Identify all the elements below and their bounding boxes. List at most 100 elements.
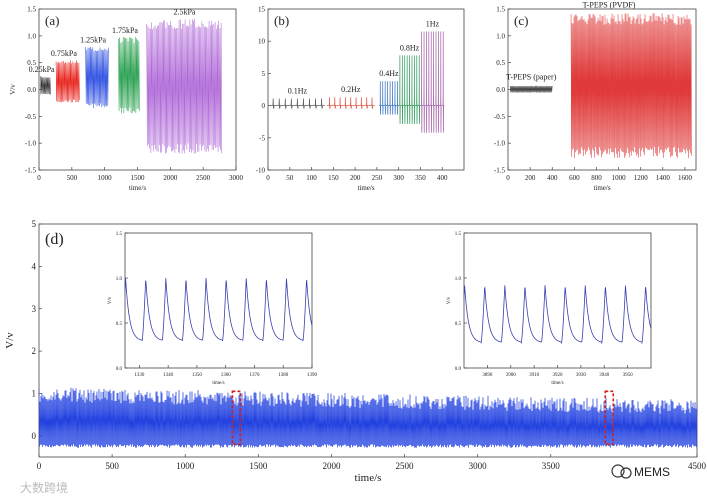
y-tick-label: -1.5 — [494, 166, 506, 174]
series-band-2 — [85, 46, 109, 109]
x-tick-label: 150 — [328, 174, 339, 182]
y-tick-label: 1.0 — [116, 277, 123, 282]
y-axis-label: V/v — [447, 296, 452, 304]
x-axis-label: time/s — [593, 184, 610, 192]
wechat-icon — [611, 464, 625, 478]
y-tick-label: 0.0 — [496, 86, 505, 94]
series-label: 0.2Hz — [341, 85, 361, 94]
y-tick-label: -0.5 — [494, 113, 506, 121]
x-tick-label: 200 — [525, 174, 536, 182]
series-label: 0.75kPa — [51, 49, 77, 58]
x-tick-label: 1330 — [134, 373, 145, 378]
y-axis-label: V/v — [4, 332, 16, 349]
y-tick-label: 0.5 — [27, 59, 36, 67]
x-tick-label: 250 — [372, 174, 383, 182]
plot-frame — [124, 232, 313, 369]
series-label: T-PEPS (paper) — [506, 73, 556, 82]
series-line-0 — [270, 98, 325, 110]
x-tick-label: 1360 — [221, 373, 232, 378]
x-tick-label: 1350 — [192, 373, 203, 378]
y-tick-label: 0.0 — [116, 367, 123, 372]
x-tick-label: 3000 — [469, 461, 488, 471]
x-axis-label: time/s — [129, 184, 146, 192]
x-tick-label: 3900 — [506, 373, 517, 378]
x-tick-label: 1370 — [249, 373, 260, 378]
y-tick-label: 10 — [258, 38, 266, 46]
y-tick-label: 0 — [262, 102, 266, 110]
series-band — [38, 387, 698, 448]
x-tick-label: 2000 — [163, 174, 178, 182]
y-tick-label: 0 — [32, 431, 37, 441]
x-tick-label: 600 — [569, 174, 580, 182]
series-band-0 — [40, 76, 51, 95]
y-tick-label: 1.0 — [496, 32, 505, 40]
watermarks: 大数跨境 MEMS — [20, 464, 670, 495]
x-tick-label: 0 — [37, 461, 42, 471]
x-tick-label: 1500 — [249, 461, 268, 471]
wechat-icon-2 — [620, 467, 632, 479]
panel-a: 0 500 1000 1500 2000 2500 3000 -1.5 -1.0 -0.5 0.0 0… — [9, 5, 244, 192]
x-tick-label: 1400 — [656, 174, 671, 182]
y-tick-label: -0.5 — [25, 113, 37, 121]
series-line-3 — [398, 55, 421, 125]
x-tick-label: 1340 — [163, 373, 174, 378]
series-line-1 — [326, 97, 375, 109]
y-tick-label: 5 — [32, 219, 37, 229]
x-tick-label: 3000 — [229, 174, 244, 182]
panel-d: 0 500 1000 1500 2000 2500 3000 3500 4500 0 1 2 3 4 5 ti… — [4, 219, 707, 484]
series-label: 0.8Hz — [400, 43, 420, 52]
inset-line — [124, 277, 313, 342]
x-axis-label: time/s — [212, 381, 224, 386]
y-tick-label: -1.0 — [25, 140, 37, 148]
panel-label: (a) — [45, 13, 59, 28]
x-tick-label: 1200 — [634, 174, 649, 182]
y-tick-label: 1.5 — [27, 5, 36, 13]
y-tick-label: 1.5 — [455, 232, 462, 237]
x-tick-label: 1000 — [98, 174, 113, 182]
y-tick-label: 0.5 — [496, 59, 505, 67]
y-tick-label: 0.5 — [116, 322, 123, 327]
series-label: T-PEPS (PVDF) — [583, 0, 636, 9]
panel-c: 0 200 400 600 800 1000 1200 1400 1600 -1.5 -1.0 -0.… — [494, 0, 697, 192]
x-tick-label: 50 — [286, 174, 294, 182]
y-tick-label: 2 — [32, 346, 37, 356]
y-tick-label: -1.0 — [494, 140, 506, 148]
series-label: 1.25kPa — [80, 36, 106, 45]
y-axis-label: V/v — [108, 296, 113, 304]
y-tick-label: 3 — [32, 304, 37, 314]
x-tick-label: 1390 — [307, 373, 318, 378]
y-tick-label: 15 — [258, 5, 266, 13]
x-tick-label: 350 — [415, 174, 426, 182]
x-tick-label: 0 — [37, 174, 41, 182]
x-tick-label: 800 — [591, 174, 602, 182]
x-tick-label: 400 — [547, 174, 558, 182]
x-axis-label: time/s — [551, 381, 563, 386]
highlight-box — [231, 390, 242, 446]
y-tick-label: 0.0 — [455, 367, 462, 372]
x-axis-label: time/s — [357, 184, 374, 192]
series-label: 1.75kPa — [112, 26, 138, 35]
watermark-right: MEMS — [634, 465, 670, 479]
x-tick-label: 500 — [105, 461, 119, 471]
x-tick-label: 2000 — [322, 461, 341, 471]
series-label: 1Hz — [426, 20, 440, 29]
x-tick-label: 4500 — [688, 461, 707, 471]
x-tick-label: 100 — [306, 174, 317, 182]
x-tick-label: 400 — [437, 174, 448, 182]
inset-0: 1330 1340 1350 1360 1370 1380 1390 0.0 0.5 1.0 1.5… — [108, 232, 318, 386]
x-tick-label: 3890 — [482, 373, 493, 378]
y-tick-label: -5 — [259, 134, 265, 142]
x-tick-label: 3930 — [576, 373, 587, 378]
y-tick-label: 0.0 — [27, 86, 36, 94]
series-line-2 — [378, 81, 399, 115]
series-label: 0.1Hz — [288, 87, 308, 96]
y-tick-label: 1.0 — [27, 32, 36, 40]
x-tick-label: 3910 — [529, 373, 540, 378]
x-tick-label: 500 — [67, 174, 78, 182]
series-band-0 — [509, 85, 553, 93]
highlight-box — [604, 390, 615, 446]
x-tick-label: 1380 — [278, 373, 289, 378]
y-tick-label: -1.5 — [25, 166, 37, 174]
series-line-4 — [420, 31, 445, 133]
